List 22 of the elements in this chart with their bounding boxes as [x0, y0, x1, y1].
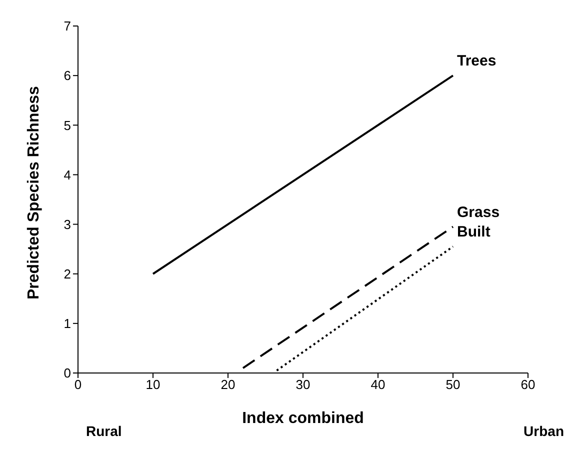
series-label: Grass	[457, 204, 500, 221]
x-tick-label: 0	[74, 377, 82, 392]
y-tick-label: 5	[64, 118, 71, 133]
x-tick-label: 10	[146, 377, 160, 392]
y-tick-label: 7	[64, 18, 71, 34]
x-tick-label: 60	[520, 377, 536, 392]
x-tick-label: 50	[446, 377, 460, 392]
y-tick-label: 3	[64, 216, 71, 232]
text: Urban	[524, 423, 564, 439]
y-tick-label: 0	[64, 366, 71, 381]
x-tick-label: 20	[220, 377, 236, 392]
y-tick-label: 1	[64, 316, 71, 332]
y-tick-label: 2	[64, 266, 71, 282]
series-label: Built	[457, 224, 490, 241]
x-tick-label: 30	[296, 377, 310, 392]
x-tick-label: 40	[370, 377, 386, 392]
series-label: Trees	[457, 52, 496, 70]
y-tick-label: 6	[64, 68, 71, 84]
x-axis-title: Index combined	[242, 410, 364, 427]
y-tick-label: 4	[64, 167, 71, 182]
text: Rural	[86, 423, 122, 439]
y-axis-title: Predicted Species Richness	[26, 86, 43, 300]
